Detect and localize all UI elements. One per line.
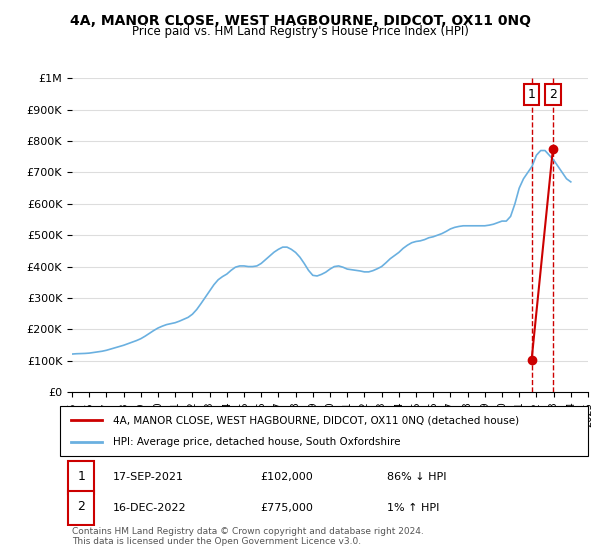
Text: Price paid vs. HM Land Registry's House Price Index (HPI): Price paid vs. HM Land Registry's House … bbox=[131, 25, 469, 38]
FancyBboxPatch shape bbox=[60, 406, 588, 456]
Text: £102,000: £102,000 bbox=[260, 472, 313, 482]
Text: Contains HM Land Registry data © Crown copyright and database right 2024.
This d: Contains HM Land Registry data © Crown c… bbox=[72, 526, 424, 546]
Text: HPI: Average price, detached house, South Oxfordshire: HPI: Average price, detached house, Sout… bbox=[113, 437, 400, 447]
Text: 4A, MANOR CLOSE, WEST HAGBOURNE, DIDCOT, OX11 0NQ (detached house): 4A, MANOR CLOSE, WEST HAGBOURNE, DIDCOT,… bbox=[113, 415, 519, 425]
Text: £775,000: £775,000 bbox=[260, 503, 314, 514]
Text: 2: 2 bbox=[549, 88, 557, 101]
Text: 17-SEP-2021: 17-SEP-2021 bbox=[113, 472, 184, 482]
Text: 4A, MANOR CLOSE, WEST HAGBOURNE, DIDCOT, OX11 0NQ: 4A, MANOR CLOSE, WEST HAGBOURNE, DIDCOT,… bbox=[70, 14, 530, 28]
Text: 86% ↓ HPI: 86% ↓ HPI bbox=[388, 472, 447, 482]
Text: 1: 1 bbox=[527, 88, 536, 101]
FancyBboxPatch shape bbox=[68, 492, 94, 525]
Text: 1: 1 bbox=[77, 469, 85, 483]
FancyBboxPatch shape bbox=[68, 460, 94, 494]
Text: 16-DEC-2022: 16-DEC-2022 bbox=[113, 503, 187, 514]
Text: 2: 2 bbox=[77, 501, 85, 514]
Text: 1% ↑ HPI: 1% ↑ HPI bbox=[388, 503, 440, 514]
